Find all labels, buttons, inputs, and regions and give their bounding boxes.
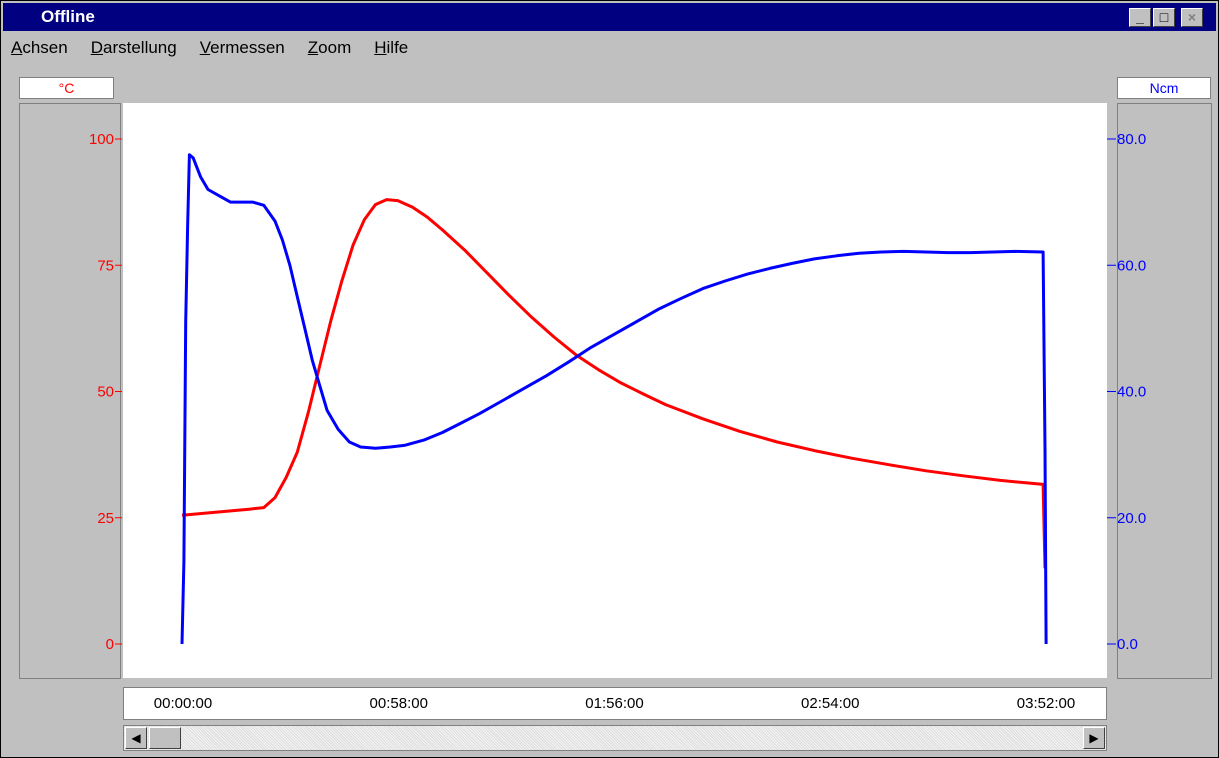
time-tick-label: 02:54:00 xyxy=(801,695,860,712)
menu-bar: Achsen Darstellung Vermessen Zoom Hilfe xyxy=(5,38,425,62)
horizontal-scrollbar[interactable]: ◀ ▶ xyxy=(123,725,1107,751)
time-tick-label: 01:56:00 xyxy=(585,695,644,712)
time-tick-label: 00:00:00 xyxy=(153,695,213,712)
torque-series-line xyxy=(180,153,1048,645)
menu-hilfe[interactable]: Hilfe xyxy=(374,38,409,57)
left-tick-label: 50 xyxy=(97,384,114,401)
right-tick-label: 20.0 xyxy=(1117,510,1146,527)
right-axis-panel xyxy=(1117,103,1212,679)
close-button[interactable]: × xyxy=(1181,8,1203,27)
left-tick-label: 25 xyxy=(97,510,114,527)
left-tick-label: 0 xyxy=(106,636,114,653)
left-tick-label: 75 xyxy=(97,257,114,274)
scroll-right-button[interactable]: ▶ xyxy=(1083,727,1105,749)
scroll-left-button[interactable]: ◀ xyxy=(125,727,147,749)
left-tick-label: 100 xyxy=(89,131,114,148)
right-tick-label: 40.0 xyxy=(1117,384,1146,401)
right-tick-label: 80.0 xyxy=(1117,131,1146,148)
right-axis-unit[interactable]: Ncm xyxy=(1117,77,1211,99)
temperature-series-line xyxy=(181,198,1047,569)
minimize-button[interactable]: _ xyxy=(1129,8,1151,27)
menu-zoom[interactable]: Zoom xyxy=(307,38,352,57)
scroll-thumb[interactable] xyxy=(149,727,181,749)
time-tick-label: 03:52:00 xyxy=(1016,695,1076,712)
right-tick-label: 0.0 xyxy=(1117,636,1138,653)
menu-darstellung[interactable]: Darstellung xyxy=(90,38,177,57)
menu-vermessen[interactable]: Vermessen xyxy=(199,38,285,57)
right-tick-label: 60.0 xyxy=(1117,257,1146,274)
title-bar[interactable]: Offline _ □ × xyxy=(3,3,1216,31)
time-axis: 00:00:00 00:58:00 01:56:00 02:54:00 03:5… xyxy=(123,687,1107,720)
time-tick-label: 00:58:00 xyxy=(369,695,428,712)
window-title: Offline xyxy=(41,7,95,26)
chart-svg: 0 25 50 75 100 0.0 20.0 40.0 60.0 80.0 xyxy=(89,103,1146,678)
left-axis-unit[interactable]: °C xyxy=(19,77,114,99)
menu-achsen[interactable]: Achsen xyxy=(11,38,68,57)
maximize-button[interactable]: □ xyxy=(1153,8,1175,27)
plot-area xyxy=(123,103,1107,678)
